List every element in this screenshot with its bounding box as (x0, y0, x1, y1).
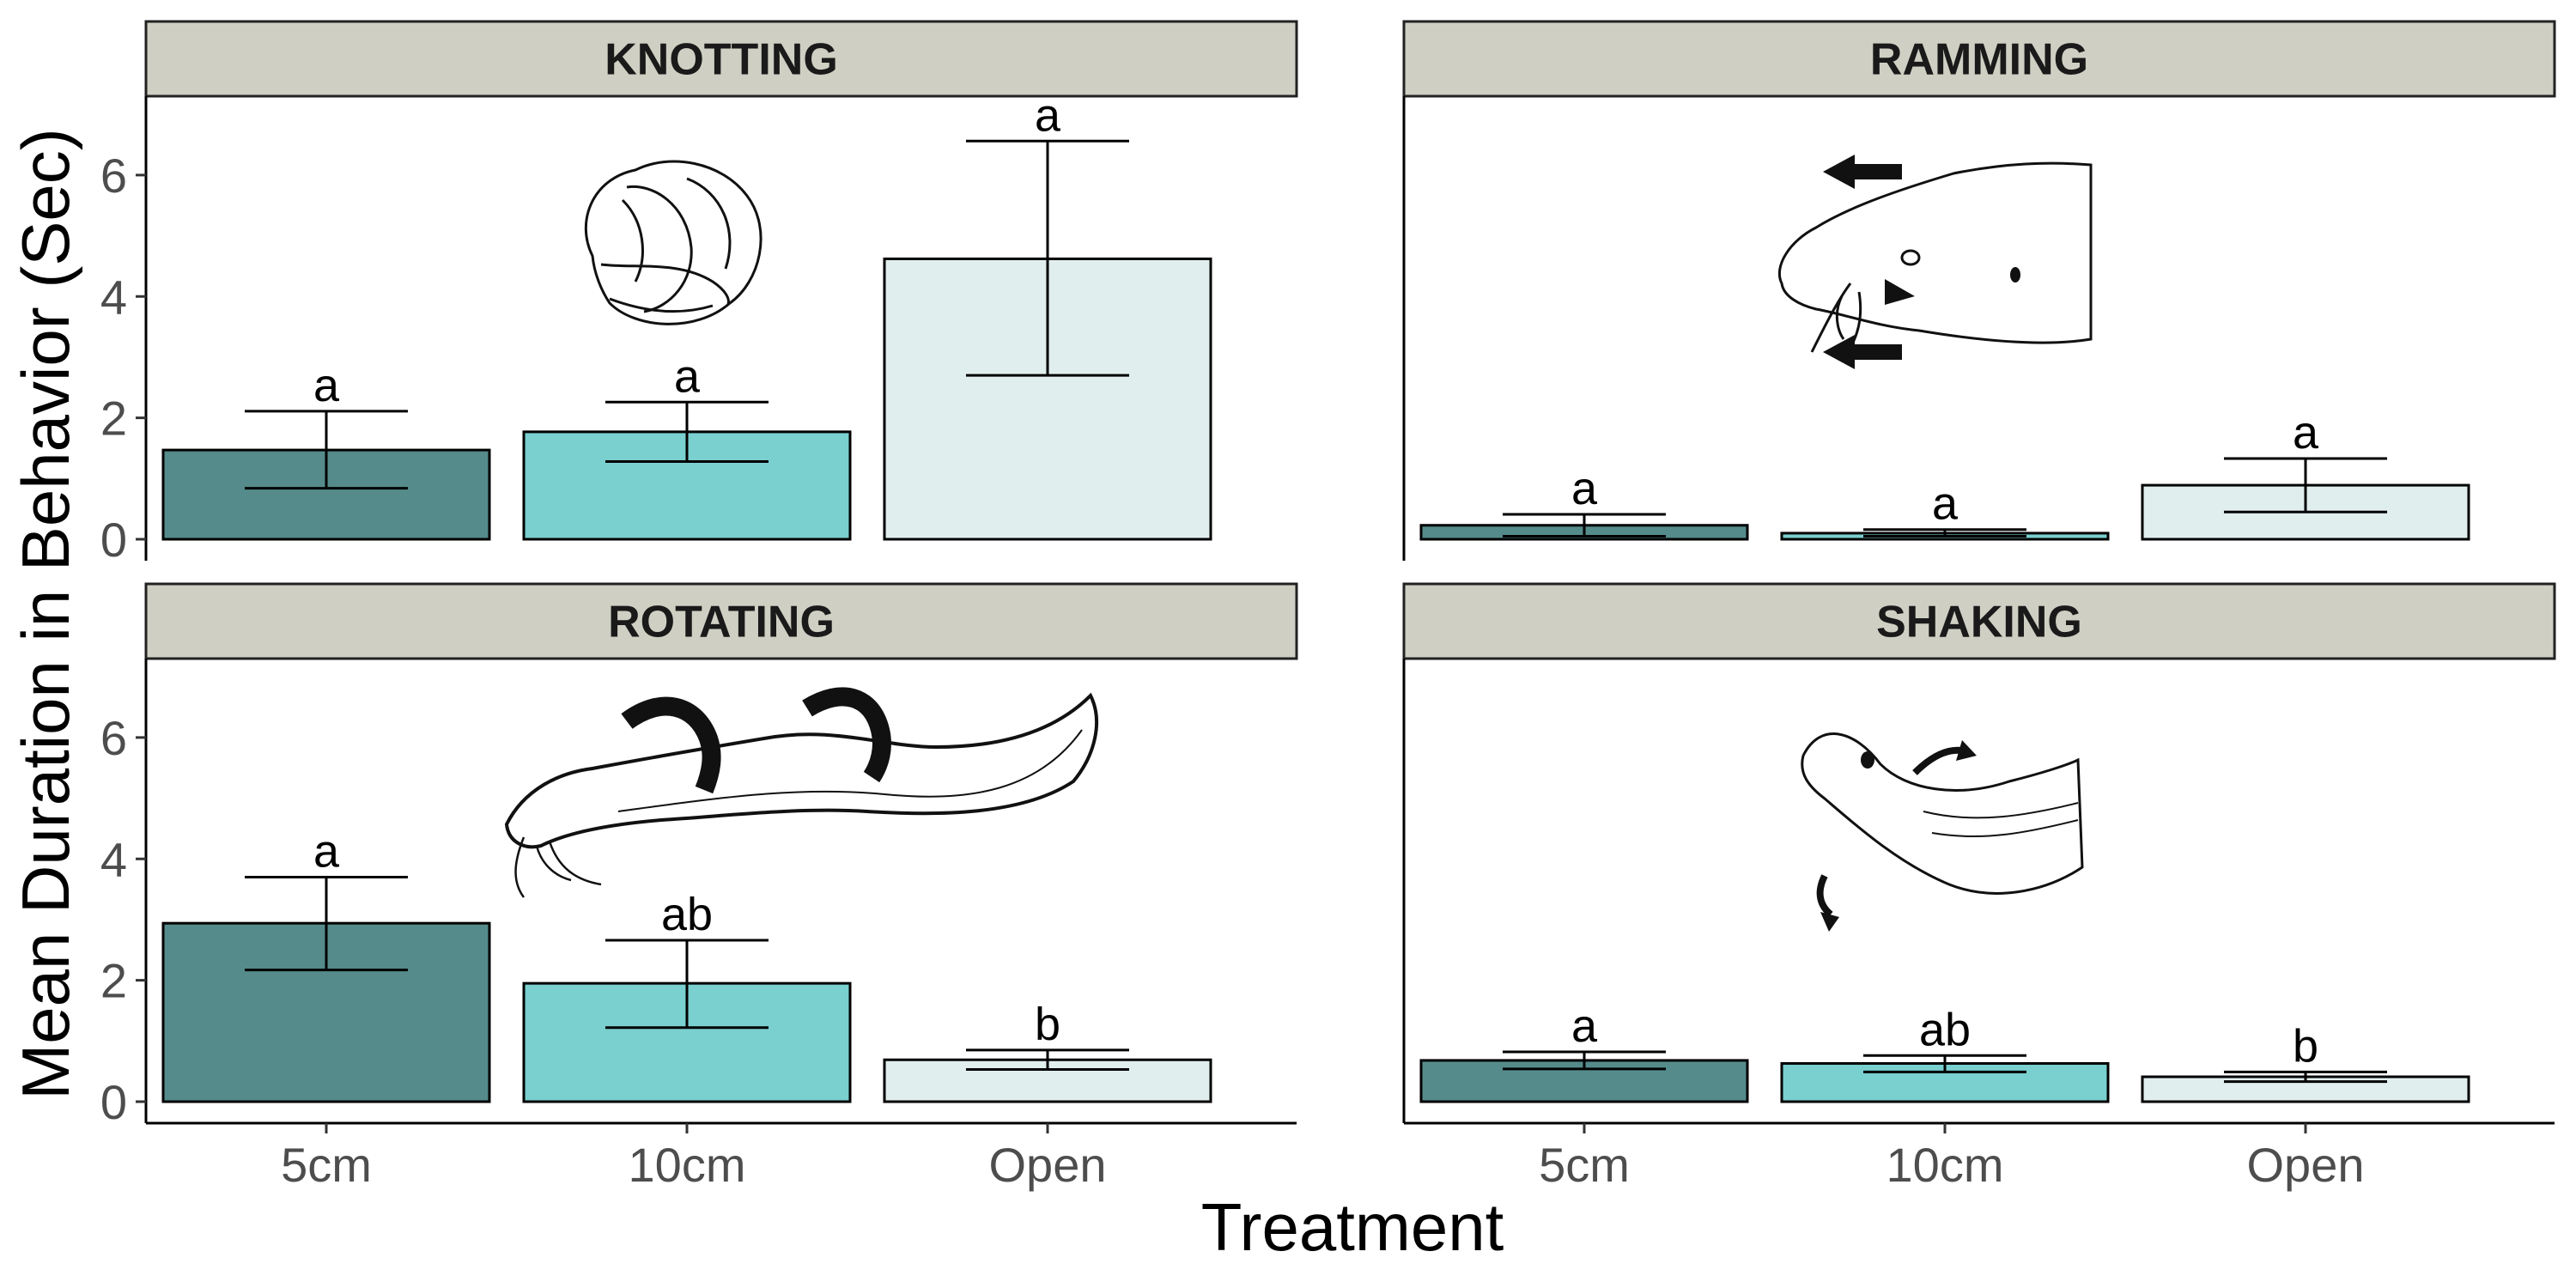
significance-label: a (2293, 407, 2319, 459)
x-tick-label: 10cm (1886, 1138, 2004, 1192)
y-tick-label: 4 (100, 832, 127, 886)
x-tick-label: 10cm (629, 1138, 746, 1192)
y-axis-title: Mean Duration in Behavior (Sec) (8, 128, 83, 1100)
panel-shaking: SHAKING a 5cm ab 10cm b Open (1402, 582, 2556, 1192)
panel-rotating: ROTATING 0 2 4 6 a 5cm ab 10cm b Open (100, 582, 1298, 1192)
x-tick-label: 5cm (1539, 1138, 1630, 1192)
x-tick-label: 5cm (281, 1138, 372, 1192)
significance-label: a (313, 825, 340, 877)
y-tick-label: 0 (100, 513, 127, 567)
facet-strip (144, 582, 1298, 660)
y-tick-label: 4 (100, 270, 127, 324)
significance-label: a (674, 350, 701, 402)
facet-title: SHAKING (1876, 598, 2082, 647)
rotating-eel-icon (504, 687, 1098, 898)
knotted-eel-icon (584, 160, 762, 325)
significance-label: a (1932, 478, 1959, 530)
facet-strip (1402, 20, 2556, 98)
significance-label: ab (1919, 1004, 1971, 1055)
significance-label: b (1035, 999, 1060, 1050)
significance-label: a (313, 360, 340, 411)
shaking-eel-icon (1801, 732, 2084, 932)
x-axis-title: Treatment (1201, 1189, 1504, 1265)
significance-label: a (1571, 463, 1598, 514)
facet-strip (144, 20, 1298, 98)
y-tick-label: 6 (100, 711, 127, 765)
ramming-eel-head-icon (1777, 155, 2093, 369)
significance-label: a (1571, 1000, 1598, 1052)
y-tick-label: 2 (100, 392, 127, 446)
y-tick-label: 2 (100, 954, 127, 1008)
significance-label: b (2293, 1020, 2318, 1072)
x-tick-label: Open (2247, 1138, 2365, 1192)
x-tick-label: Open (989, 1138, 1107, 1192)
y-tick-label: 0 (100, 1075, 127, 1129)
facet-title: ROTATING (608, 598, 835, 647)
significance-label: a (1035, 89, 1061, 141)
panel-knotting: KNOTTING 0 2 4 6 a a a (100, 20, 1298, 567)
panel-ramming: RAMMING a a a (1402, 20, 2556, 561)
facet-title: KNOTTING (605, 35, 838, 85)
y-tick-label: 6 (100, 149, 127, 203)
facet-strip (1402, 582, 2556, 660)
significance-label: ab (661, 889, 713, 940)
facet-title: RAMMING (1870, 35, 2088, 85)
